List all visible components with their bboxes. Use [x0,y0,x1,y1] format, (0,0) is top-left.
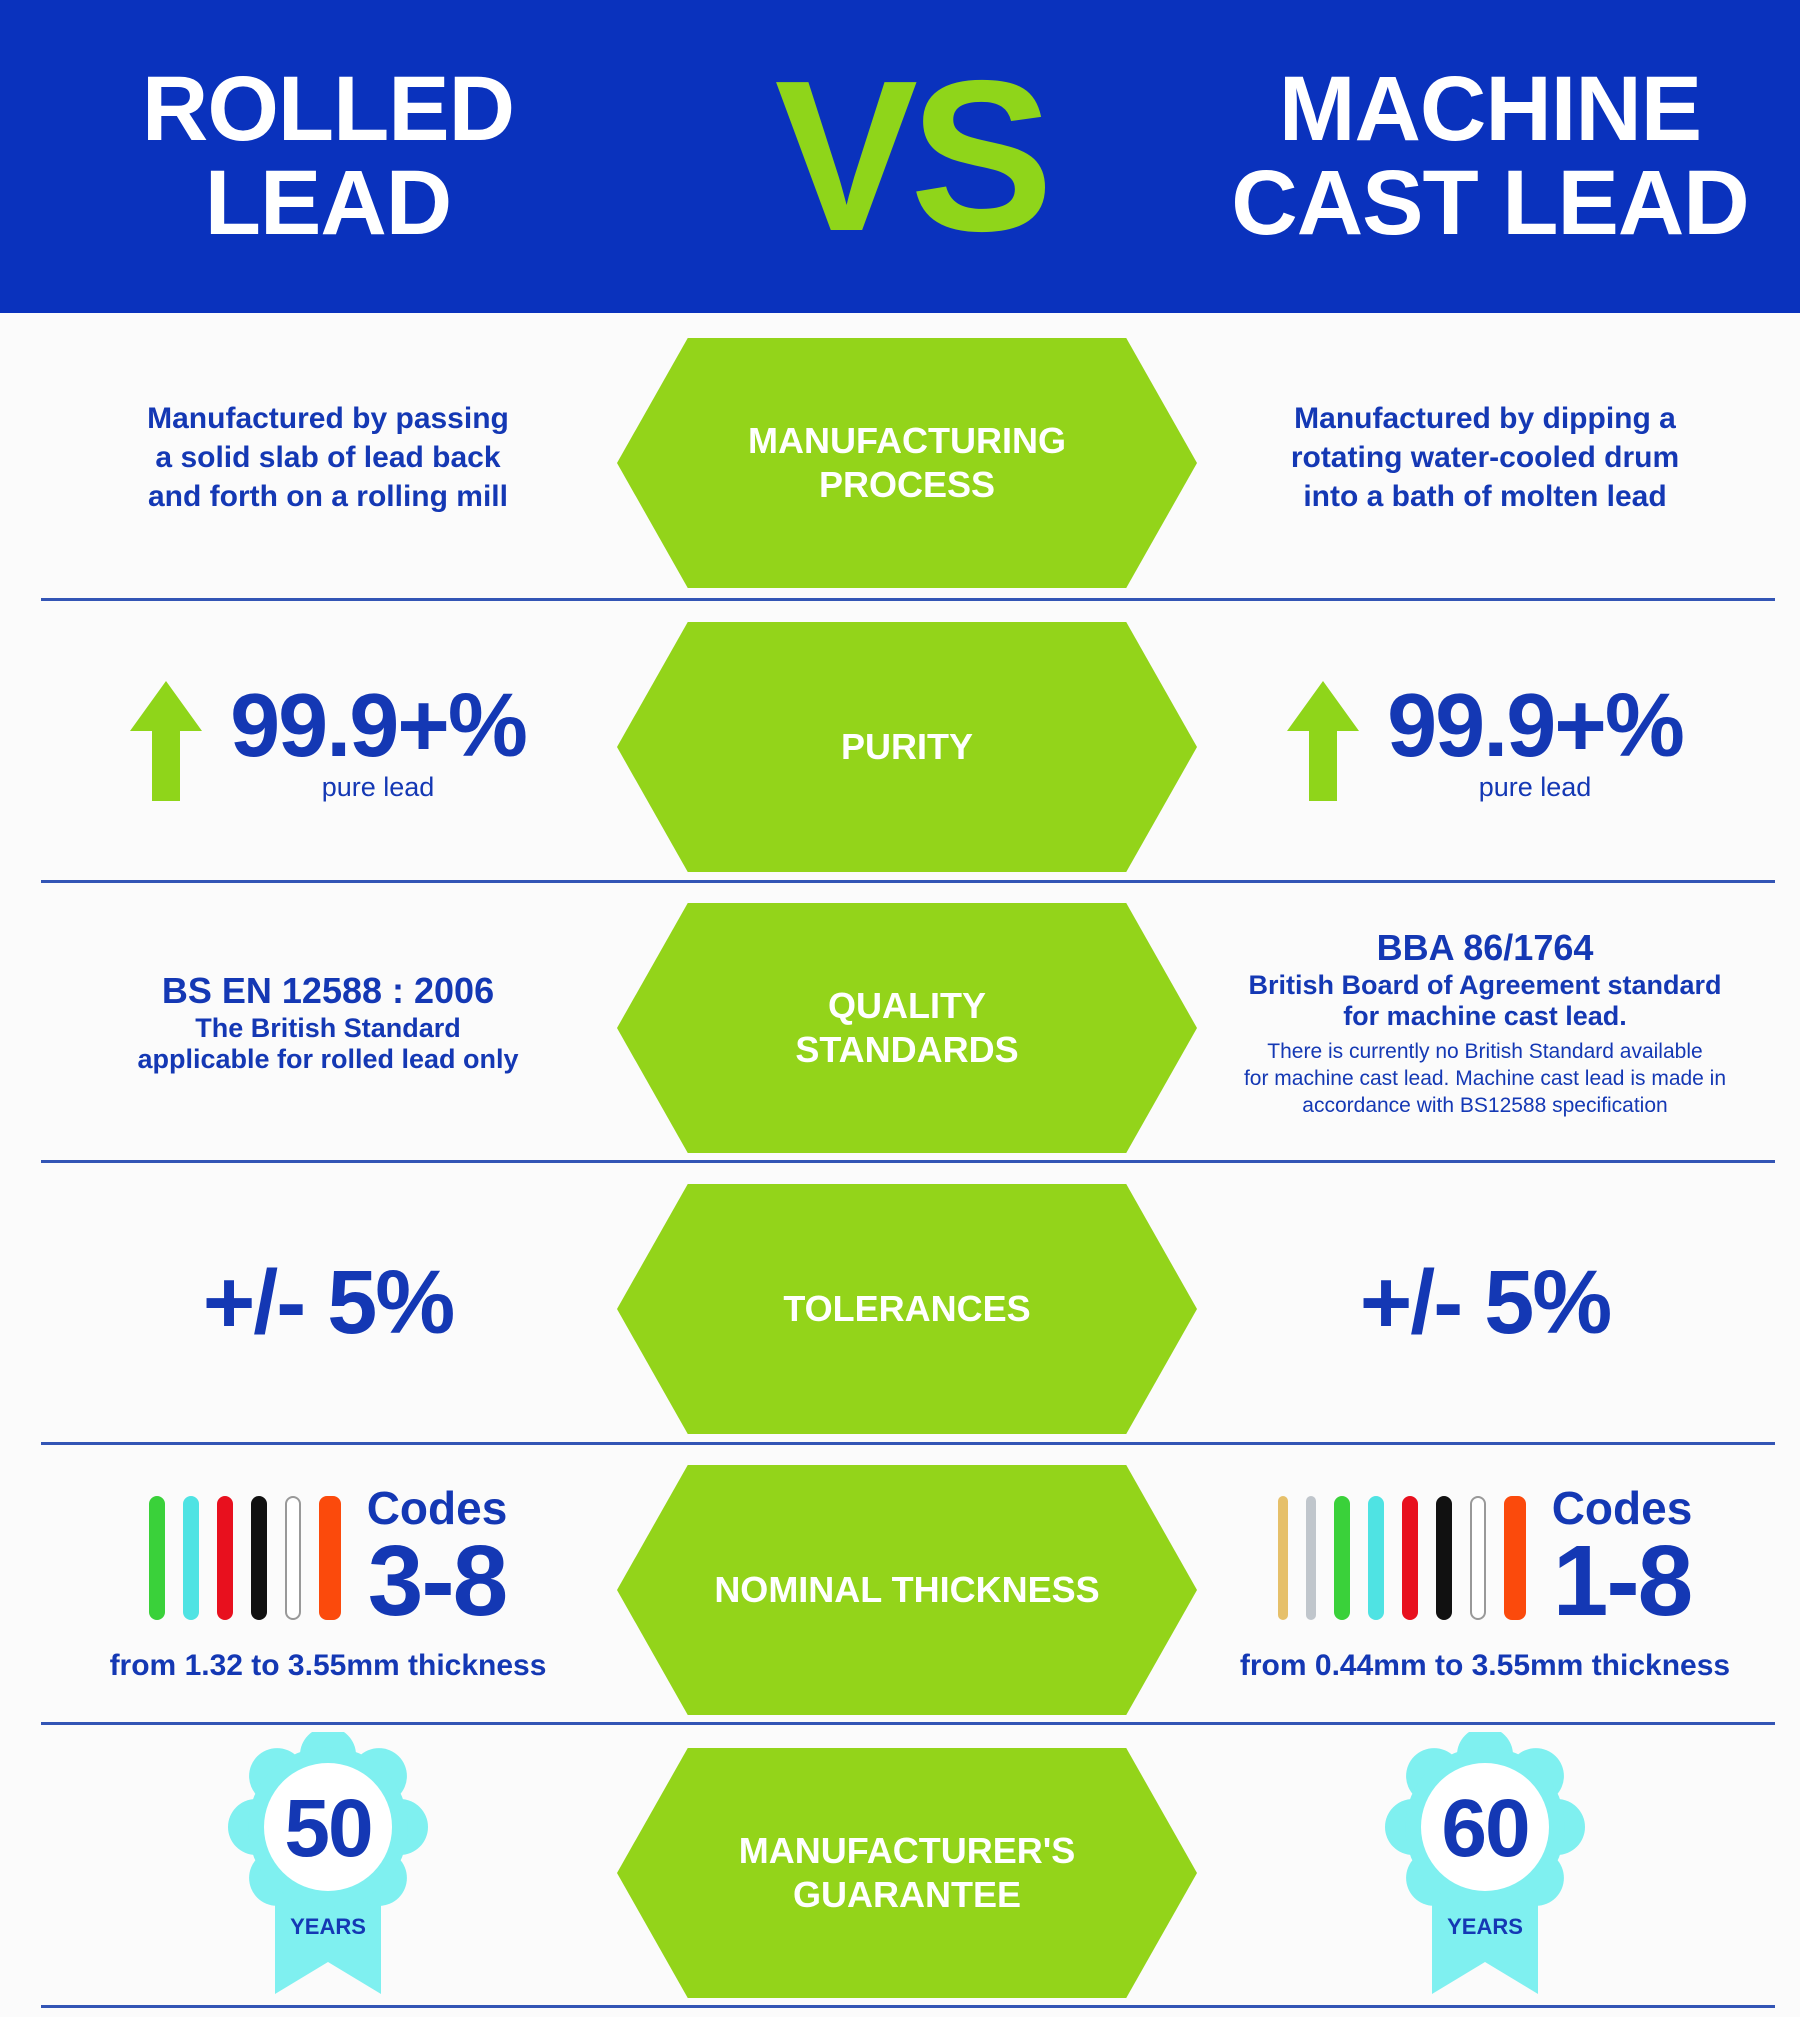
tolerances-label: TOLERANCES [617,1184,1197,1434]
codes-range: 3-8 [367,1525,509,1637]
codes-label: Codes [366,1482,508,1534]
rolled-purity-caption: pure lead [321,771,435,802]
thickness-code-bar [284,1496,301,1620]
thickness-code-bar [1401,1496,1418,1620]
thickness-code-bar [148,1496,165,1620]
rolled-guarantee: 50 YEARS [38,1726,618,2008]
manufacturing-process-label: MANUFACTURING PROCESS [617,338,1197,588]
thickness-range: from 0.44mm to 3.55mm thickness [1239,1649,1731,1682]
up-arrow-icon [1287,681,1360,801]
cast-manufacturing-text: Manufactured by dipping a rotating water… [1290,401,1680,513]
machine-cast-lead-title: MACHINE CAST LEAD [1231,58,1749,254]
thickness-code-bar [250,1496,267,1620]
thickness-code-bar [1503,1496,1526,1620]
divider [41,598,1775,601]
thickness-color-codes [1277,1496,1526,1620]
thickness-code-bar [216,1496,233,1620]
guarantee-years: 50 [284,1783,373,1874]
thickness-code-bar [1305,1496,1316,1620]
row-purity: 99.9+% pure lead PURITY 99.9+% pure lead [0,600,1800,882]
divider [41,1722,1775,1725]
row-nominal-thickness: Codes 3-8 from 1.32 to 3.55mm thickness N… [0,1443,1800,1725]
rosette-ribbon-icon [228,1732,428,1994]
cast-guarantee: 60 YEARS [1195,1726,1775,2008]
purity-label: PURITY [617,622,1197,872]
cast-standard: BBA 86/1764 [1376,926,1594,968]
cast-purity-value: 99.9+% [1387,675,1685,776]
divider [41,880,1775,883]
thickness-color-codes [148,1496,341,1620]
rolled-quality: BS EN 12588 : 2006 The British Standard … [38,881,618,1163]
nominal-thickness-label: NOMINAL THICKNESS [617,1465,1197,1715]
codes-range: 1-8 [1552,1525,1694,1637]
cast-quality: BBA 86/1764 British Board of Agreement s… [1195,881,1775,1163]
rolled-thickness: Codes 3-8 from 1.32 to 3.55mm thickness [38,1443,618,1725]
divider [41,1442,1775,1445]
rolled-standard-desc: The British Standard applicable for roll… [137,1013,519,1074]
codes-label: Codes [1551,1482,1693,1534]
rosette-ribbon-icon [1385,1732,1585,1994]
divider [41,1160,1775,1163]
guarantee-years: 60 [1441,1783,1530,1874]
thickness-range: from 1.32 to 3.55mm thickness [109,1649,547,1682]
cast-standard-note: There is currently no British Standard a… [1243,1039,1727,1117]
rolled-standard: BS EN 12588 : 2006 [161,970,495,1011]
vs-label: VS [774,35,1054,276]
thickness-code-bar [318,1496,341,1620]
guarantee-unit: YEARS [1447,1914,1523,1939]
guarantee-badge: 60 YEARS [1380,1732,1590,2002]
rolled-tolerance: +/- 5% [38,1162,618,1444]
cast-standard-desc: British Board of Agreement standard for … [1248,969,1722,1031]
row-tolerances: +/- 5% TOLERANCES +/- 5% [0,1162,1800,1444]
guarantee-unit: YEARS [290,1914,366,1939]
rolled-purity: 99.9+% pure lead [38,600,618,882]
cast-thickness: Codes 1-8 from 0.44mm to 3.55mm thickness [1195,1443,1775,1725]
thickness-code-bar [1469,1496,1486,1620]
thickness-code-bar [1333,1496,1350,1620]
header-banner: ROLLED LEAD VS MACHINE CAST LEAD [0,0,1800,313]
thickness-code-bar [182,1496,199,1620]
row-manufacturing-process: Manufactured by passing a solid slab of … [0,316,1800,598]
divider [41,2005,1775,2008]
cast-tolerance: +/- 5% [1195,1162,1775,1444]
thickness-code-bar [1367,1496,1384,1620]
quality-standards-label: QUALITY STANDARDS [617,903,1197,1153]
thickness-code-bar [1277,1496,1288,1620]
rolled-manufacturing-text: Manufactured by passing a solid slab of … [147,401,509,513]
cast-manufacturing: Manufactured by dipping a rotating water… [1195,316,1775,598]
cast-purity-caption: pure lead [1478,771,1592,802]
thickness-code-bar [1435,1496,1452,1620]
row-quality-standards: BS EN 12588 : 2006 The British Standard … [0,881,1800,1163]
rolled-tolerance-value: +/- 5% [202,1253,456,1353]
row-guarantee: 50 YEARS MANUFACTURER'S GUARANTEE 60 YEA… [0,1726,1800,2008]
rolled-purity-value: 99.9+% [230,675,528,776]
cast-tolerance-value: +/- 5% [1359,1253,1613,1353]
guarantee-badge: 50 YEARS [223,1732,433,2002]
manufacturers-guarantee-label: MANUFACTURER'S GUARANTEE [617,1748,1197,1998]
up-arrow-icon [130,681,203,801]
rolled-lead-title: ROLLED LEAD [141,58,515,254]
cast-purity: 99.9+% pure lead [1195,600,1775,882]
rolled-manufacturing: Manufactured by passing a solid slab of … [38,316,618,598]
